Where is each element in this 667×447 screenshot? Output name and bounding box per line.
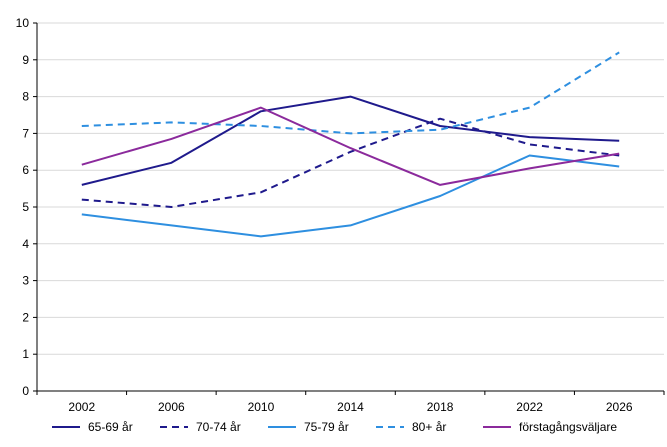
legend-label-2: 70-74 år bbox=[196, 420, 241, 434]
y-tick-label: 5 bbox=[22, 200, 29, 214]
legend-label-4: 80+ år bbox=[412, 420, 446, 434]
legend-label-5: förstagångsväljare bbox=[519, 420, 617, 434]
legend-label-1: 65-69 år bbox=[88, 420, 133, 434]
x-tick-label: 2006 bbox=[158, 400, 185, 414]
y-axis-ticks: 0 1 2 3 4 5 6 7 8 9 10 bbox=[16, 16, 37, 398]
y-tick-label: 0 bbox=[22, 384, 29, 398]
x-tick-label: 2022 bbox=[516, 400, 543, 414]
x-tick-label: 2026 bbox=[606, 400, 633, 414]
x-tick-label: 2002 bbox=[68, 400, 95, 414]
y-tick-label: 7 bbox=[22, 126, 29, 140]
series-line-5 bbox=[81, 106, 620, 186]
y-tick-label: 8 bbox=[22, 90, 29, 104]
y-tick-label: 4 bbox=[22, 237, 29, 251]
y-tick-label: 2 bbox=[22, 310, 29, 324]
y-tick-label: 10 bbox=[16, 16, 30, 30]
series-line-4 bbox=[81, 51, 620, 135]
legend-label-3: 75-79 år bbox=[304, 420, 349, 434]
x-tick-label: 2018 bbox=[427, 400, 454, 414]
gridlines bbox=[37, 22, 664, 355]
y-tick-label: 3 bbox=[22, 274, 29, 288]
series-line-2 bbox=[81, 117, 620, 208]
x-axis-ticks: 2002 2006 2010 2014 2018 2022 2026 bbox=[36, 391, 665, 414]
y-tick-label: 9 bbox=[22, 53, 29, 67]
y-tick-label: 6 bbox=[22, 163, 29, 177]
x-tick-label: 2014 bbox=[337, 400, 364, 414]
legend: 65-69 år 70-74 år 75-79 år 80+ år förstagång… bbox=[52, 420, 617, 434]
series-lines bbox=[81, 51, 620, 238]
x-tick-label: 2010 bbox=[248, 400, 275, 414]
y-tick-label: 1 bbox=[22, 347, 29, 361]
